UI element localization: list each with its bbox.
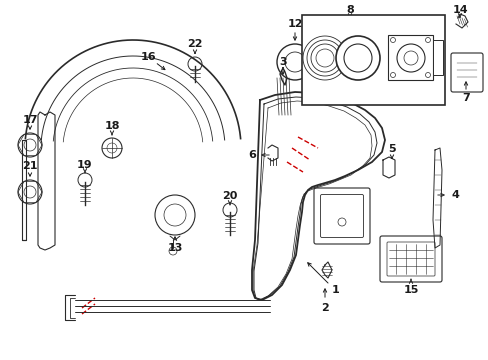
Text: 7: 7 [461,93,469,103]
Circle shape [155,195,195,235]
FancyBboxPatch shape [313,188,369,244]
Bar [302,15,444,105]
Text: 16: 16 [140,52,156,62]
Text: 14: 14 [451,5,467,15]
Bar [432,40,442,75]
Text: 1: 1 [331,285,339,295]
Text: 12: 12 [286,19,302,29]
Text: 20: 20 [222,191,237,201]
Circle shape [107,143,117,153]
Text: 8: 8 [346,5,353,15]
Text: 19: 19 [77,160,93,170]
Circle shape [337,218,346,226]
Circle shape [18,133,42,157]
Text: 17: 17 [22,115,38,125]
Text: 6: 6 [247,150,255,160]
Text: 2: 2 [321,303,328,313]
Circle shape [78,173,92,187]
Circle shape [315,49,333,67]
Text: 4: 4 [450,190,458,200]
Circle shape [24,139,36,151]
FancyBboxPatch shape [450,53,482,92]
Text: 3: 3 [279,57,286,67]
Text: 9: 9 [410,19,418,29]
Text: 18: 18 [104,121,120,131]
Text: 21: 21 [22,161,38,171]
Text: 13: 13 [167,243,183,253]
FancyBboxPatch shape [379,236,441,282]
Circle shape [403,51,417,65]
Text: 5: 5 [387,144,395,154]
Circle shape [285,52,305,72]
Circle shape [390,37,395,42]
Bar [387,35,432,80]
Text: 11: 11 [349,19,365,29]
Circle shape [102,138,122,158]
Text: 15: 15 [403,285,418,295]
Circle shape [187,57,202,71]
FancyBboxPatch shape [386,242,434,276]
Circle shape [390,72,395,77]
Circle shape [425,72,429,77]
Circle shape [18,180,42,204]
Circle shape [335,36,379,80]
Circle shape [343,44,371,72]
Circle shape [223,203,237,217]
Circle shape [163,204,185,226]
Circle shape [425,37,429,42]
Text: 10: 10 [317,19,332,29]
Circle shape [396,44,424,72]
Circle shape [24,186,36,198]
Circle shape [276,44,312,80]
Text: 22: 22 [187,39,203,49]
Circle shape [169,247,177,255]
FancyBboxPatch shape [320,194,363,238]
